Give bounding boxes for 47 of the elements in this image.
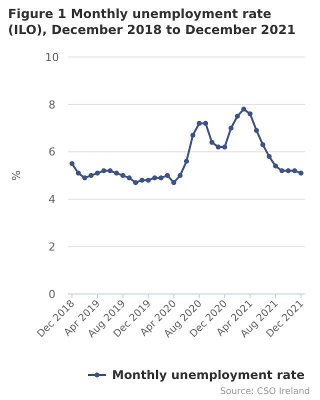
point — [82, 175, 88, 180]
y-tick-label: 4 — [48, 193, 56, 206]
point — [228, 126, 234, 131]
point — [292, 168, 298, 174]
point — [70, 161, 74, 166]
point — [196, 120, 202, 126]
point — [146, 178, 151, 183]
point — [273, 164, 278, 169]
point — [279, 168, 284, 174]
y-axis-title: % — [10, 170, 23, 181]
point — [76, 170, 81, 176]
y-tick-label: 2 — [48, 240, 56, 254]
point — [286, 168, 291, 174]
point — [234, 114, 240, 119]
point — [178, 173, 183, 178]
point — [120, 173, 126, 178]
y-tick-label: 0 — [48, 288, 56, 301]
point — [222, 144, 228, 150]
point — [108, 168, 113, 174]
point — [133, 180, 138, 186]
point — [298, 170, 304, 176]
point — [190, 132, 196, 138]
point — [126, 175, 132, 180]
point — [139, 178, 144, 183]
point — [114, 170, 120, 176]
point — [184, 158, 189, 164]
legend-label: Monthly unemployment rate — [112, 368, 305, 382]
point — [260, 142, 266, 148]
chart-title: Figure 1 Monthly unemployment rate (ILO), December 2018 to December 2021 — [8, 6, 296, 37]
point — [88, 173, 94, 178]
y-tick-label: 8 — [48, 98, 56, 112]
y-tick-label: 6 — [48, 146, 56, 159]
point — [101, 168, 106, 174]
point — [164, 173, 170, 178]
point — [209, 140, 214, 145]
point — [152, 175, 158, 180]
source-note: Source: CSO Ireland — [220, 387, 310, 397]
point — [203, 120, 208, 126]
y-tick-label: 10 — [45, 50, 59, 64]
point — [158, 175, 164, 180]
point — [94, 170, 100, 176]
point — [248, 111, 253, 116]
point — [254, 128, 259, 133]
point — [266, 154, 272, 160]
point — [216, 144, 221, 150]
point — [241, 106, 246, 112]
point — [171, 180, 176, 186]
